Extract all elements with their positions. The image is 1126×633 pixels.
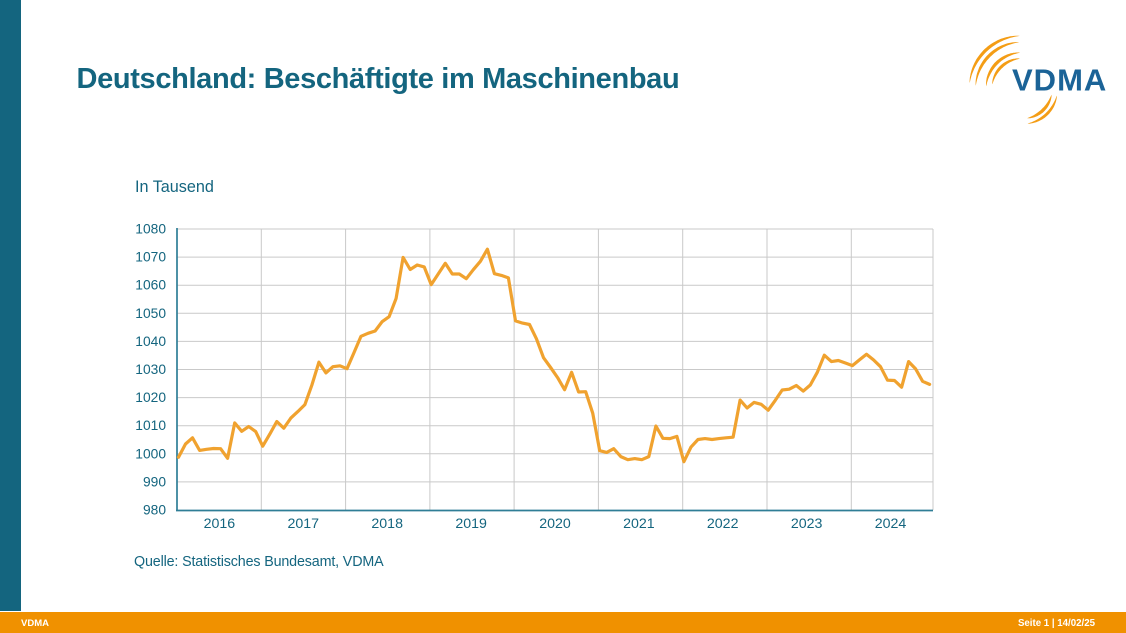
svg-text:1060: 1060 (135, 278, 166, 293)
svg-text:1050: 1050 (135, 306, 166, 321)
svg-text:980: 980 (143, 503, 166, 518)
svg-text:1040: 1040 (135, 334, 166, 349)
svg-text:1030: 1030 (135, 362, 166, 377)
svg-text:1070: 1070 (135, 250, 166, 265)
svg-text:VDMA: VDMA (1012, 63, 1107, 98)
svg-text:1020: 1020 (135, 390, 166, 405)
svg-text:2020: 2020 (539, 516, 571, 532)
svg-text:2021: 2021 (623, 516, 655, 532)
svg-text:1080: 1080 (135, 222, 166, 237)
svg-text:2022: 2022 (707, 516, 739, 532)
svg-text:990: 990 (143, 474, 166, 489)
svg-text:1000: 1000 (135, 446, 166, 461)
svg-text:2024: 2024 (875, 516, 907, 532)
svg-text:1010: 1010 (135, 418, 166, 433)
svg-text:2019: 2019 (455, 516, 487, 532)
svg-text:2018: 2018 (371, 516, 403, 532)
svg-text:2017: 2017 (288, 516, 320, 532)
svg-text:2023: 2023 (791, 516, 823, 532)
svg-text:2016: 2016 (204, 516, 236, 532)
